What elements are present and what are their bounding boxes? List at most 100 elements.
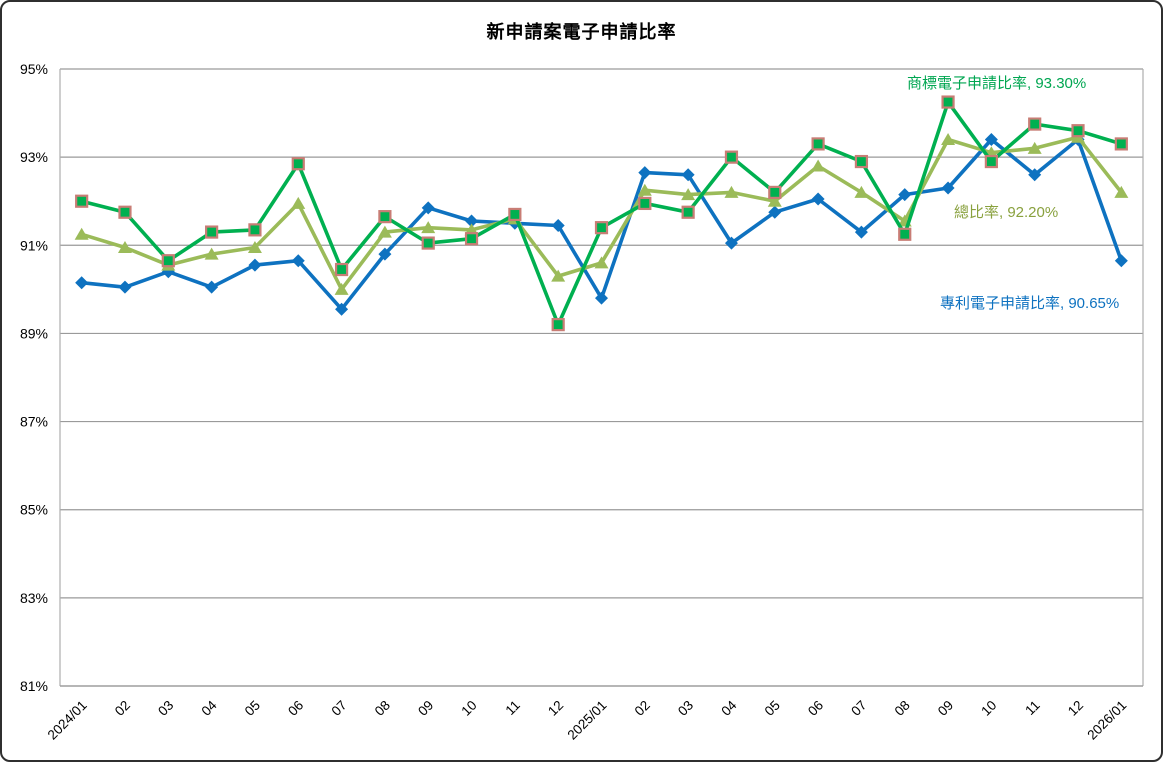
marker-diamond-patent [75, 276, 89, 290]
marker-square-trademark [421, 236, 435, 250]
marker-triangle-total [724, 185, 739, 198]
marker-diamond-patent [638, 166, 652, 180]
y-axis-tick-label: 83% [20, 590, 48, 606]
marker-square-trademark [594, 221, 609, 235]
x-axis-tick-label: 11 [1022, 698, 1043, 719]
x-axis-tick-label: 05 [762, 698, 783, 719]
marker-diamond-patent [291, 254, 305, 268]
marker-square-trademark [638, 196, 652, 211]
x-axis-tick-label: 2025/01 [564, 698, 609, 743]
y-axis-tick-label: 95% [20, 61, 48, 77]
marker-diamond-patent [724, 236, 738, 250]
marker-triangle-total [551, 269, 566, 282]
x-axis-tick-label: 06 [285, 698, 306, 719]
marker-diamond-patent [1114, 254, 1128, 268]
x-axis-tick-label: 10 [458, 698, 479, 719]
x-axis-tick-label: 11 [502, 698, 523, 719]
marker-diamond-patent [768, 205, 782, 219]
marker-triangle-total [1114, 185, 1129, 198]
marker-triangle-total [811, 159, 826, 172]
marker-square-trademark [681, 205, 695, 219]
marker-square-trademark [1071, 124, 1085, 138]
marker-square-trademark [941, 95, 955, 109]
marker-triangle-total [681, 188, 696, 201]
marker-diamond-patent [1028, 168, 1042, 182]
marker-diamond-patent [465, 214, 479, 228]
x-axis-tick-label: 10 [978, 698, 999, 719]
marker-diamond-patent [551, 218, 565, 232]
x-axis-tick-label: 12 [1065, 698, 1086, 719]
series-label-trademark: 商標電子申請比率, 93.30% [907, 75, 1087, 92]
marker-square-trademark [378, 210, 392, 224]
x-axis-tick-label: 08 [372, 698, 393, 719]
marker-triangle-total [74, 227, 89, 240]
marker-diamond-patent [378, 247, 392, 261]
marker-square-trademark [898, 227, 912, 241]
y-axis-tick-label: 89% [20, 325, 48, 341]
x-axis-tick-label: 2026/01 [1084, 698, 1129, 743]
marker-square-trademark [291, 157, 305, 171]
marker-square-trademark [75, 194, 89, 208]
x-axis-tick-label: 04 [718, 697, 740, 719]
marker-square-trademark [118, 205, 132, 219]
x-axis-tick-label: 05 [242, 698, 263, 719]
marker-diamond-patent [854, 225, 868, 239]
marker-triangle-total [854, 185, 869, 198]
marker-square-trademark [334, 262, 349, 277]
y-axis-tick-label: 81% [20, 678, 48, 694]
x-axis-tick-label: 04 [199, 697, 221, 719]
x-axis-tick-label: 2024/01 [45, 698, 90, 743]
marker-triangle-total [767, 194, 782, 207]
series-label-patent: 專利電子申請比率, 90.65% [940, 295, 1120, 312]
marker-diamond-patent [811, 192, 825, 206]
marker-square-trademark [1114, 137, 1128, 151]
x-axis-tick-label: 07 [848, 698, 869, 719]
marker-diamond-patent [118, 280, 132, 294]
marker-square-trademark [161, 254, 175, 268]
marker-diamond-patent [205, 280, 219, 294]
y-axis-tick-label: 87% [20, 414, 48, 430]
marker-square-trademark [984, 154, 998, 169]
marker-triangle-total [421, 221, 436, 234]
x-axis-tick-label: 02 [632, 698, 653, 719]
marker-diamond-patent [595, 291, 608, 305]
marker-triangle-total [291, 196, 306, 209]
marker-diamond-patent [984, 133, 998, 147]
x-axis-tick-label: 12 [545, 698, 566, 719]
x-axis-tick-label: 03 [155, 698, 176, 719]
marker-triangle-total [204, 247, 219, 260]
y-axis-tick-label: 93% [20, 149, 48, 165]
x-axis-tick-label: 06 [805, 698, 826, 719]
marker-square-trademark [811, 137, 825, 151]
marker-triangle-total [377, 225, 392, 238]
x-axis-tick-label: 09 [415, 698, 436, 719]
marker-square-trademark [854, 154, 869, 169]
y-axis-tick-label: 91% [20, 237, 48, 253]
marker-diamond-patent [248, 258, 262, 272]
marker-square-trademark [205, 225, 219, 239]
marker-triangle-total [941, 133, 956, 146]
x-axis-tick-label: 07 [328, 698, 349, 719]
x-axis-tick-label: 02 [112, 698, 133, 719]
x-axis-tick-label: 03 [675, 698, 696, 719]
marker-square-trademark [724, 150, 739, 164]
marker-diamond-patent [335, 302, 349, 316]
marker-square-trademark [248, 223, 262, 237]
marker-square-trademark [464, 232, 479, 246]
marker-diamond-patent [898, 188, 912, 202]
chart-title: 新申請案電子申請比率 [486, 22, 677, 42]
marker-square-trademark [551, 318, 565, 332]
marker-triangle-total [334, 282, 349, 295]
marker-square-trademark [768, 185, 782, 199]
marker-triangle-total [117, 240, 132, 253]
marker-square-trademark [1028, 117, 1042, 131]
marker-triangle-total [637, 183, 652, 196]
marker-triangle-total [1027, 141, 1042, 154]
series-label-total: 總比率, 92.20% [954, 204, 1059, 221]
marker-diamond-patent [941, 181, 955, 195]
marker-triangle-total [247, 240, 262, 253]
marker-diamond-patent [681, 168, 695, 182]
y-axis-tick-label: 85% [20, 502, 48, 518]
